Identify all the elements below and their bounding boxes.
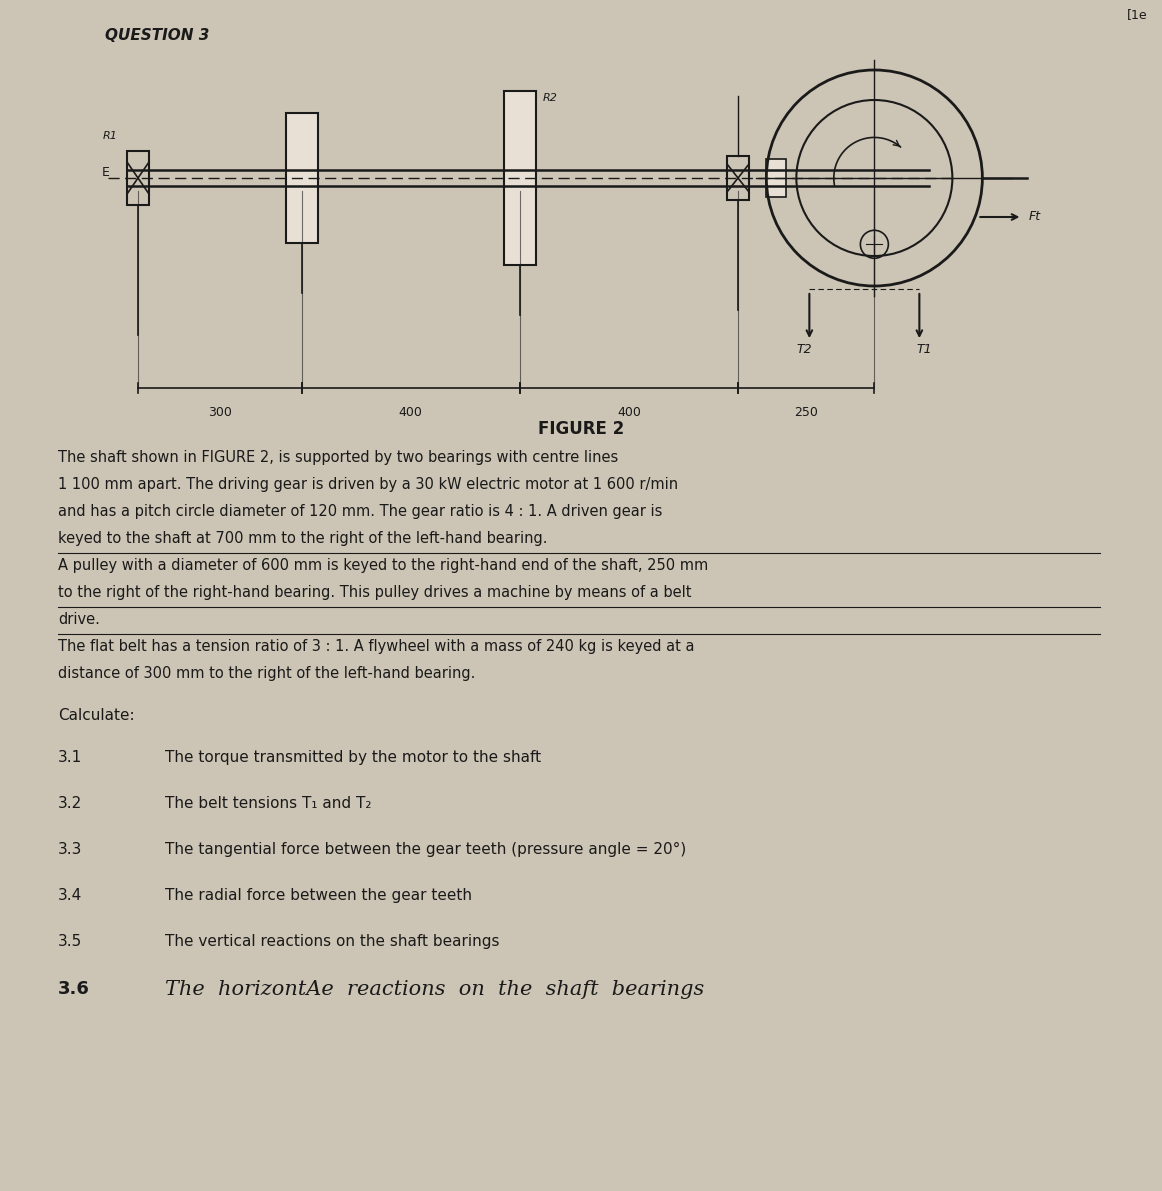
- Text: 3.3: 3.3: [58, 842, 83, 858]
- Text: E: E: [102, 167, 110, 180]
- Text: drive.: drive.: [58, 612, 100, 626]
- Text: 3.1: 3.1: [58, 750, 83, 765]
- Text: [1e: [1e: [1127, 8, 1148, 21]
- Text: keyed to the shaft at 700 mm to the right of the left-hand bearing.: keyed to the shaft at 700 mm to the righ…: [58, 531, 547, 545]
- Text: 400: 400: [617, 406, 641, 419]
- Text: 3.6: 3.6: [58, 980, 89, 998]
- Text: 300: 300: [208, 406, 231, 419]
- Text: 400: 400: [399, 406, 423, 419]
- Text: The torque transmitted by the motor to the shaft: The torque transmitted by the motor to t…: [165, 750, 541, 765]
- Text: The shaft shown in FIGURE 2, is supported by two bearings with centre lines: The shaft shown in FIGURE 2, is supporte…: [58, 450, 618, 464]
- Text: distance of 300 mm to the right of the left-hand bearing.: distance of 300 mm to the right of the l…: [58, 666, 475, 681]
- Polygon shape: [286, 113, 317, 243]
- Text: A pulley with a diameter of 600 mm is keyed to the right-hand end of the shaft, : A pulley with a diameter of 600 mm is ke…: [58, 559, 709, 573]
- Text: 3.2: 3.2: [58, 796, 83, 811]
- Text: 250: 250: [795, 406, 818, 419]
- Text: and has a pitch circle diameter of 120 mm. The gear ratio is 4 : 1. A driven gea: and has a pitch circle diameter of 120 m…: [58, 504, 662, 519]
- Text: Ft: Ft: [1028, 211, 1040, 224]
- Text: The belt tensions T₁ and T₂: The belt tensions T₁ and T₂: [165, 796, 372, 811]
- Text: 1 100 mm apart. The driving gear is driven by a 30 kW electric motor at 1 600 r/: 1 100 mm apart. The driving gear is driv…: [58, 478, 679, 492]
- Text: FIGURE 2: FIGURE 2: [538, 420, 624, 438]
- Text: The  horizontAe  reactions  on  the  shaft  bearings: The horizontAe reactions on the shaft be…: [165, 980, 704, 999]
- Text: QUESTION 3: QUESTION 3: [105, 29, 209, 43]
- Text: to the right of the right-hand bearing. This pulley drives a machine by means of: to the right of the right-hand bearing. …: [58, 585, 691, 600]
- Text: R2: R2: [543, 93, 558, 102]
- Text: T1: T1: [917, 343, 932, 356]
- Text: The tangential force between the gear teeth (pressure angle = 20°): The tangential force between the gear te…: [165, 842, 687, 858]
- Polygon shape: [766, 160, 786, 197]
- Text: R1: R1: [102, 131, 117, 141]
- Text: Calculate:: Calculate:: [58, 707, 135, 723]
- Text: The radial force between the gear teeth: The radial force between the gear teeth: [165, 888, 472, 903]
- Text: 3.4: 3.4: [58, 888, 83, 903]
- Polygon shape: [504, 91, 536, 266]
- Text: T2: T2: [797, 343, 812, 356]
- Text: The vertical reactions on the shaft bearings: The vertical reactions on the shaft bear…: [165, 934, 500, 949]
- Text: The flat belt has a tension ratio of 3 : 1. A flywheel with a mass of 240 kg is : The flat belt has a tension ratio of 3 :…: [58, 640, 695, 654]
- Text: 3.5: 3.5: [58, 934, 83, 949]
